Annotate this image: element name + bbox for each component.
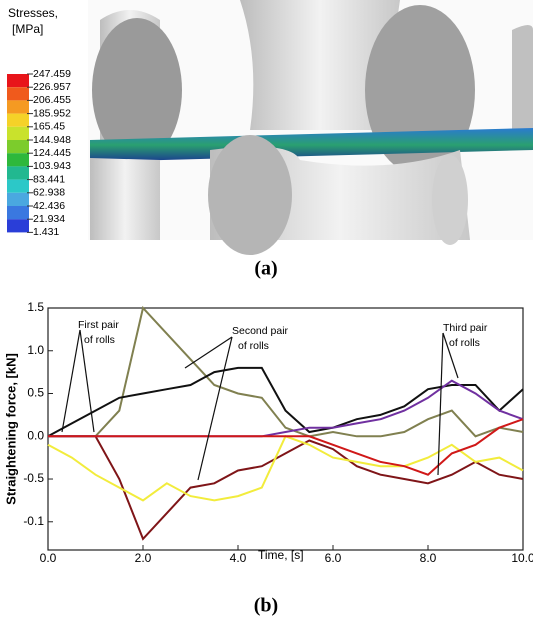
- colorbar-swatch: [7, 180, 29, 193]
- colorbar-title: [MPa]: [12, 22, 43, 36]
- x-tick-label: 4.0: [230, 551, 247, 565]
- annotation-arrow: [438, 333, 443, 475]
- x-tick-label: 10.0: [511, 551, 533, 565]
- series-line: [48, 436, 523, 500]
- y-axis-label: Straightening force, [kN]: [3, 353, 18, 505]
- colorbar-swatch: [7, 140, 29, 153]
- colorbar-label: 83.441: [33, 173, 65, 185]
- colorbar-label: 226.957: [33, 81, 71, 93]
- series-line: [48, 368, 523, 436]
- annotation: of rolls: [449, 337, 480, 349]
- colorbar-swatch: [7, 127, 29, 140]
- colorbar-label: 21.934: [33, 213, 65, 225]
- x-tick-label: 8.0: [420, 551, 437, 565]
- colorbar-swatch: [7, 87, 29, 100]
- y-tick-label: 0.0: [27, 428, 44, 442]
- colorbar-label: 1.431: [33, 226, 59, 238]
- colorbar-label: 165.45: [33, 121, 65, 133]
- colorbar-label: 124.445: [33, 147, 71, 159]
- y-tick-label: 0.5: [27, 386, 44, 400]
- chart: 1.5 1.0 0.5 0.0 -0.5 -0.1 0.0 2.0 4.0 6.0 8.0 10.0 T…: [3, 300, 533, 565]
- colorbar-label: 247.459: [33, 68, 71, 80]
- colorbar-swatch: [7, 193, 29, 206]
- colorbar-label: 185.952: [33, 107, 71, 119]
- annotation: Second pair: [232, 325, 289, 337]
- annotation-arrow: [62, 330, 80, 432]
- rendering: [88, 0, 533, 255]
- x-axis-label: Time, [s]: [258, 548, 304, 562]
- colorbar-swatch: [7, 100, 29, 113]
- y-tick-label: -0.1: [23, 514, 44, 528]
- annotation: Third pair: [443, 322, 488, 334]
- x-tick-label: 6.0: [325, 551, 342, 565]
- annotation: of rolls: [238, 340, 269, 352]
- y-tick-label: -0.5: [23, 471, 44, 485]
- y-tick-label: 1.0: [27, 343, 44, 357]
- colorbar-swatch: [7, 74, 29, 87]
- y-tick-label: 1.5: [27, 300, 44, 314]
- annotation: First pair: [78, 319, 119, 331]
- colorbar-label: 144.948: [33, 134, 71, 146]
- annotation-arrow: [198, 337, 232, 480]
- colorbar-label: 62.938: [33, 187, 65, 199]
- annotation-arrow: [185, 337, 232, 368]
- colorbar-label: 42.436: [33, 200, 65, 212]
- annotation: of rolls: [84, 334, 115, 346]
- x-tick-label: 2.0: [135, 551, 152, 565]
- colorbar: Stresses, [MPa] 247.459226.957206.455185.9…: [7, 6, 71, 238]
- colorbar-swatch: [7, 166, 29, 179]
- x-tick-label: 0.0: [40, 551, 57, 565]
- colorbar-label: 206.455: [33, 94, 71, 106]
- caption: (b): [254, 595, 278, 617]
- caption: (a): [254, 258, 277, 280]
- colorbar-swatch: [7, 114, 29, 127]
- colorbar-label: 103.943: [33, 160, 71, 172]
- colorbar-swatch: [7, 153, 29, 166]
- colorbar-swatch: [7, 219, 29, 232]
- colorbar-swatch: [7, 206, 29, 219]
- colorbar-title: Stresses,: [8, 6, 58, 20]
- figure: Stresses, [MPa] 247.459226.957206.455185.9…: [0, 0, 533, 624]
